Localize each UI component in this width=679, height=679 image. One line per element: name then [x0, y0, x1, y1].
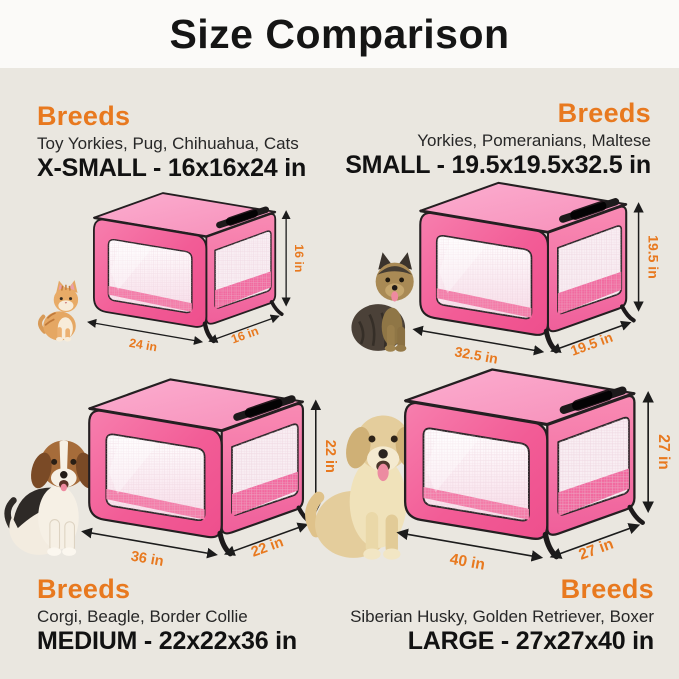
length-dimension-label: 40 in — [448, 551, 486, 574]
pink-crate-illustration — [89, 379, 310, 553]
crate-scene-x-small: 24 in 16 in 16 in — [25, 180, 306, 355]
depth-dimension-label: 16 in — [229, 324, 260, 347]
size-label: MEDIUM - 22x22x36 in — [37, 627, 297, 656]
depth-dimension-label: 22 in — [249, 534, 286, 560]
height-dimension-label: 27 in — [655, 434, 672, 470]
breeds-heading: Breeds — [37, 101, 131, 131]
depth-dimension-label: 27 in — [577, 536, 616, 564]
height-dimension-label: 16 in — [292, 244, 306, 272]
breeds-list: Siberian Husky, Golden Retriever, Boxer — [350, 607, 654, 627]
size-info-medium: Breeds Corgi, Beagle, Border Collie MEDI… — [37, 574, 297, 655]
size-label: LARGE - 27x27x40 in — [407, 627, 655, 656]
height-dimension-label: 19.5 in — [645, 235, 661, 279]
breeds-list: Corgi, Beagle, Border Collie — [37, 607, 248, 627]
breeds-list: Toy Yorkies, Pug, Chihuahua, Cats — [37, 134, 299, 154]
size-label: X-SMALL - 16x16x24 in — [37, 154, 307, 183]
crate-scene-medium: 36 in 22 in 22 in — [8, 364, 338, 571]
size-label: SMALL - 19.5x19.5x32.5 in — [345, 151, 651, 180]
pink-crate-illustration — [420, 183, 633, 351]
breeds-heading: Breeds — [37, 574, 131, 604]
kitten-illustration — [40, 280, 78, 342]
title-bar: Size Comparison — [0, 0, 679, 68]
height-dimension-label: 22 in — [322, 440, 338, 473]
breeds-heading: Breeds — [557, 98, 651, 128]
yorkshire-terrier-illustration — [350, 250, 416, 354]
length-dimension-label: 32.5 in — [453, 343, 499, 366]
breeds-list: Yorkies, Pomeranians, Maltese — [417, 131, 651, 151]
pink-crate-illustration — [94, 193, 282, 341]
pink-crate-illustration — [405, 370, 643, 557]
crate-scene-small: 32.5 in 19.5 in 19.5 in — [350, 168, 661, 367]
beagle-illustration — [8, 441, 100, 556]
length-dimension-label: 36 in — [130, 549, 165, 571]
page-title: Size Comparison — [169, 10, 510, 57]
size-info-large: Breeds Siberian Husky, Golden Retriever,… — [350, 574, 654, 655]
crate-scene-large: 40 in 27 in 27 in — [318, 353, 672, 574]
comparison-canvas: Breeds Toy Yorkies, Pug, Chihuahua, Cats… — [0, 68, 679, 679]
breeds-heading: Breeds — [560, 574, 654, 604]
size-info-small: Breeds Yorkies, Pomeranians, Maltese SMA… — [345, 98, 651, 179]
length-dimension-label: 24 in — [128, 336, 158, 355]
size-info-x-small: Breeds Toy Yorkies, Pug, Chihuahua, Cats… — [37, 101, 306, 182]
